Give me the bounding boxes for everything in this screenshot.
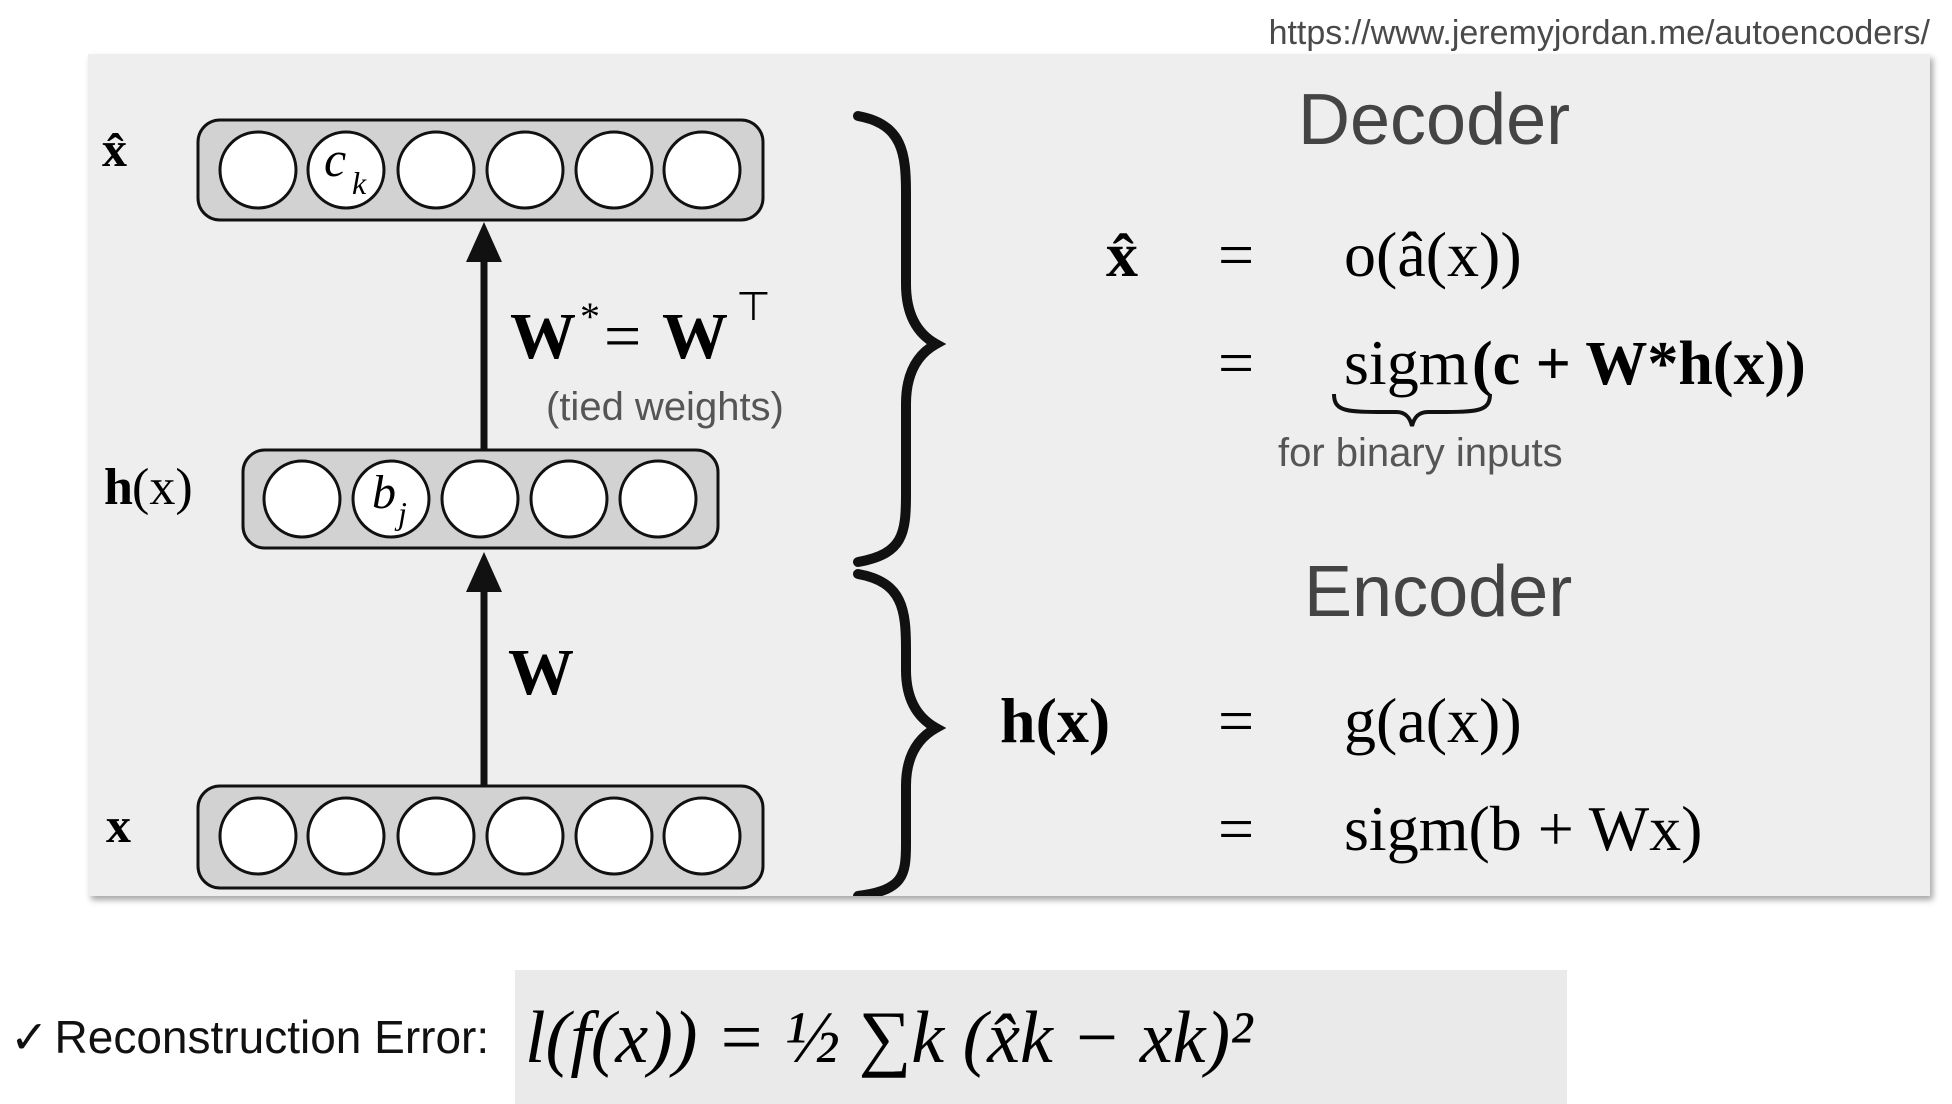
hidden-layer-label-arg: (x) <box>132 459 193 516</box>
decoder-line1-eq: = <box>1218 219 1254 290</box>
autoencoder-diagram: x̂ c k h (x) b j x <box>102 80 1806 896</box>
reconstruction-error-text: Reconstruction Error: <box>54 1011 490 1063</box>
output-node <box>662 130 742 210</box>
decoder-line2-func: sigm <box>1344 327 1468 398</box>
reconstruction-error-label: ✓ Reconstruction Error: <box>10 1010 489 1064</box>
encoder-line1-lhs: h(x) <box>1000 685 1110 756</box>
hidden-node <box>529 459 609 539</box>
hidden-node <box>262 459 342 539</box>
hidden-node <box>440 459 520 539</box>
decoder-line1-lhs: x̂ <box>1106 219 1138 290</box>
encoder-arrow <box>466 552 502 786</box>
checkmark-icon: ✓ <box>10 1011 49 1063</box>
decoder-arrow <box>466 222 502 450</box>
hidden-layer-label: h <box>104 459 133 516</box>
output-node-ck <box>306 130 386 210</box>
reconstruction-formula: l(f(x)) = ½ ∑k (x̂k − xk)² <box>515 970 1567 1104</box>
hidden-node-label: b <box>372 466 396 519</box>
hidden-node <box>618 459 698 539</box>
encoder-line1-eq: = <box>1218 685 1254 756</box>
decoder-weight-lhs-sup: * <box>580 294 600 339</box>
encoder-line1-rhs: g(a(x)) <box>1344 685 1522 756</box>
input-node <box>218 796 298 876</box>
output-node <box>574 130 654 210</box>
decoder-weight-rhs-sup: ⊤ <box>736 284 771 329</box>
source-url: https://www.jeremyjordan.me/autoencoders… <box>1268 14 1930 52</box>
hidden-layer-nodes <box>262 459 698 539</box>
output-node <box>396 130 476 210</box>
input-layer-label: x <box>106 797 131 853</box>
input-node <box>485 796 565 876</box>
encoder-line2-eq: = <box>1218 793 1254 864</box>
output-layer-nodes <box>218 130 742 210</box>
decoder-line2-rest: (c + W*h(x)) <box>1472 330 1806 398</box>
decoder-weight-lhs: W <box>510 300 576 373</box>
input-node <box>662 796 742 876</box>
output-node <box>218 130 298 210</box>
encoder-weight-label: W <box>508 636 574 709</box>
decoder-brace <box>853 111 947 567</box>
decoder-title: Decoder <box>1298 80 1570 160</box>
encoder-title: Encoder <box>1304 552 1572 632</box>
decoder-line1-rhs: o(â(x)) <box>1344 219 1522 290</box>
output-node-subscript: k <box>352 165 367 201</box>
reconstruction-formula-text: l(f(x)) = ½ ∑k (x̂k − xk)² <box>525 997 1254 1079</box>
output-node-label: c <box>324 131 346 187</box>
autoencoder-slide: x̂ c k h (x) b j x <box>88 54 1930 896</box>
input-node <box>574 796 654 876</box>
decoder-weight-rhs: W <box>662 300 728 373</box>
reconstruction-error: ✓ Reconstruction Error: l(f(x)) = ½ ∑k (x… <box>0 966 1952 1104</box>
output-layer-label: x̂ <box>102 121 127 177</box>
input-node <box>306 796 386 876</box>
output-node <box>485 130 565 210</box>
reconstruction-formula-svg: l(f(x)) = ½ ∑k (x̂k − xk)² <box>525 997 1254 1079</box>
decoder-weight-eq: = <box>604 300 641 373</box>
encoder-brace <box>853 569 947 896</box>
hidden-node-subscript: j <box>394 495 407 531</box>
tied-weights-note: (tied weights) <box>546 385 784 429</box>
input-layer-nodes <box>218 796 742 876</box>
encoder-line2-rhs: sigm(b + Wx) <box>1344 793 1702 864</box>
decoder-line2-eq: = <box>1218 327 1254 398</box>
sigm-underbrace <box>1332 393 1492 427</box>
input-node <box>396 796 476 876</box>
hidden-node-bj <box>351 459 431 539</box>
binary-inputs-note: for binary inputs <box>1278 431 1563 475</box>
